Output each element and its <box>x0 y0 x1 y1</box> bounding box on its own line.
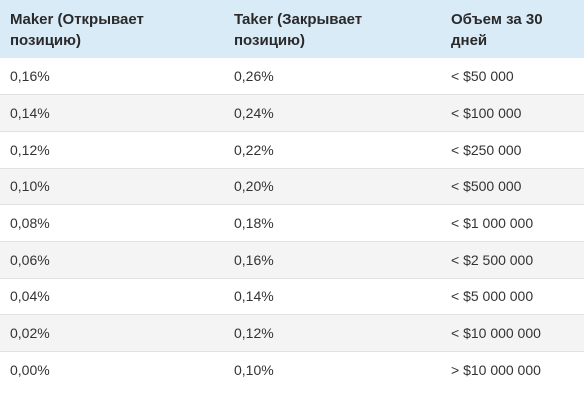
volume-cell: < $5 000 000 <box>441 278 584 316</box>
maker-fee-cell: 0,06% <box>0 241 224 279</box>
header-taker: Taker (Закрывает позицию) <box>234 11 363 49</box>
taker-fee-cell: 0,20% <box>224 168 441 206</box>
taker-fee-cell: 0,26% <box>224 58 441 96</box>
volume-cell: < $50 000 <box>441 58 584 96</box>
taker-fee-cell: 0,12% <box>224 314 441 352</box>
volume-cell: < $10 000 000 <box>441 314 584 352</box>
taker-fee-cell: 0,22% <box>224 131 441 169</box>
table-row: 0,16% 0,26% < $50 000 <box>0 58 584 96</box>
volume-cell: < $2 500 000 <box>441 241 584 279</box>
maker-fee-cell: 0,04% <box>0 278 224 316</box>
maker-fee-cell: 0,00% <box>10 362 50 379</box>
table-row: 0,14% 0,24% < $100 000 <box>0 94 584 132</box>
taker-fee-cell: 0,24% <box>224 94 441 132</box>
taker-fee-cell: 0,10% <box>234 362 274 379</box>
table-row: 0,08% 0,18% < $1 000 000 <box>0 204 584 242</box>
maker-fee-cell: 0,16% <box>0 58 224 96</box>
header-row: Maker (Открывает позицию) Taker (Закрыва… <box>0 0 584 58</box>
maker-fee-cell: 0,10% <box>0 168 224 206</box>
header-volume: Объем за 30 дней <box>451 11 543 49</box>
fee-table-body: 0,16% 0,26% < $50 000 0,14% 0,24% < $100… <box>0 58 584 388</box>
maker-fee-cell: 0,14% <box>0 94 224 132</box>
table-row: 0,10% 0,20% < $500 000 <box>0 168 584 206</box>
volume-cell: < $100 000 <box>441 94 584 132</box>
table-row: 0,04% 0,14% < $5 000 000 <box>0 278 584 316</box>
maker-fee-cell: 0,12% <box>0 131 224 169</box>
maker-fee-cell: 0,08% <box>0 204 224 242</box>
taker-fee-cell: 0,14% <box>224 278 441 316</box>
table-row: 0,06% 0,16% < $2 500 000 <box>0 241 584 279</box>
volume-cell: < $500 000 <box>441 168 584 206</box>
header-maker: Maker (Открывает позицию) <box>10 11 144 49</box>
taker-fee-cell: 0,18% <box>224 204 441 242</box>
maker-fee-cell: 0,02% <box>0 314 224 352</box>
fee-table: Maker (Открывает позицию) Taker (Закрыва… <box>0 0 584 388</box>
volume-cell: < $1 000 000 <box>441 204 584 242</box>
table-row: 0,02% 0,12% < $10 000 000 <box>0 314 584 352</box>
table-row: 0,00% 0,10% > $10 000 000 <box>0 352 584 389</box>
taker-fee-cell: 0,16% <box>224 241 441 279</box>
volume-cell: > $10 000 000 <box>451 362 541 379</box>
fee-table-header: Maker (Открывает позицию) Taker (Закрыва… <box>0 0 584 58</box>
volume-cell: < $250 000 <box>441 131 584 169</box>
table-row: 0,12% 0,22% < $250 000 <box>0 131 584 169</box>
